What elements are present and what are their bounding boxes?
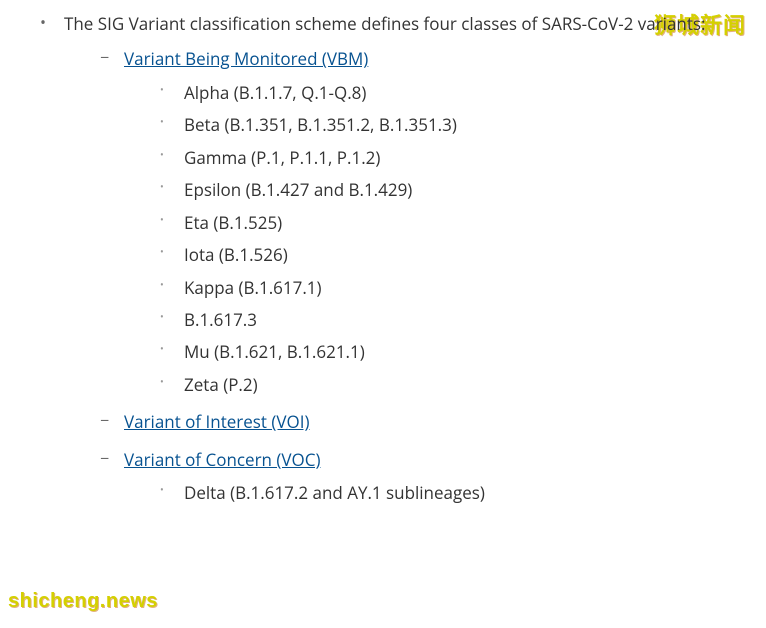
list-item: Mu (B.1.621, B.1.621.1) [160,336,746,367]
list-item: Iota (B.1.526) [160,239,746,270]
voc-items: Delta (B.1.617.2 and AY.1 sublineages) [124,477,746,508]
list-item: Gamma (P.1, P.1.1, P.1.2) [160,142,746,173]
list-item: B.1.617.3 [160,304,746,335]
link-voi[interactable]: Variant of Interest (VOI) [124,410,310,433]
link-voc[interactable]: Variant of Concern (VOC) [124,448,320,471]
list-item: Kappa (B.1.617.1) [160,272,746,303]
list-item: Delta (B.1.617.2 and AY.1 sublineages) [160,477,746,508]
list-item: Zeta (P.2) [160,369,746,400]
list-item: Beta (B.1.351, B.1.351.2, B.1.351.3) [160,109,746,140]
intro-text: The SIG Variant classification scheme de… [64,12,705,35]
sections-list: Variant Being Monitored (VBM) Alpha (B.1… [64,43,746,508]
link-vbm[interactable]: Variant Being Monitored (VBM) [124,47,368,70]
section-voi: Variant of Interest (VOI) [100,406,746,437]
watermark-bottom: shicheng.news [8,583,158,620]
list-item: Epsilon (B.1.427 and B.1.429) [160,174,746,205]
list-item: Alpha (B.1.1.7, Q.1-Q.8) [160,77,746,108]
outer-list: The SIG Variant classification scheme de… [20,8,746,509]
vbm-items: Alpha (B.1.1.7, Q.1-Q.8) Beta (B.1.351, … [124,77,746,400]
intro-item: The SIG Variant classification scheme de… [40,8,746,509]
section-voc: Variant of Concern (VOC) Delta (B.1.617.… [100,444,746,509]
list-item: Eta (B.1.525) [160,207,746,238]
section-vbm: Variant Being Monitored (VBM) Alpha (B.1… [100,43,746,400]
